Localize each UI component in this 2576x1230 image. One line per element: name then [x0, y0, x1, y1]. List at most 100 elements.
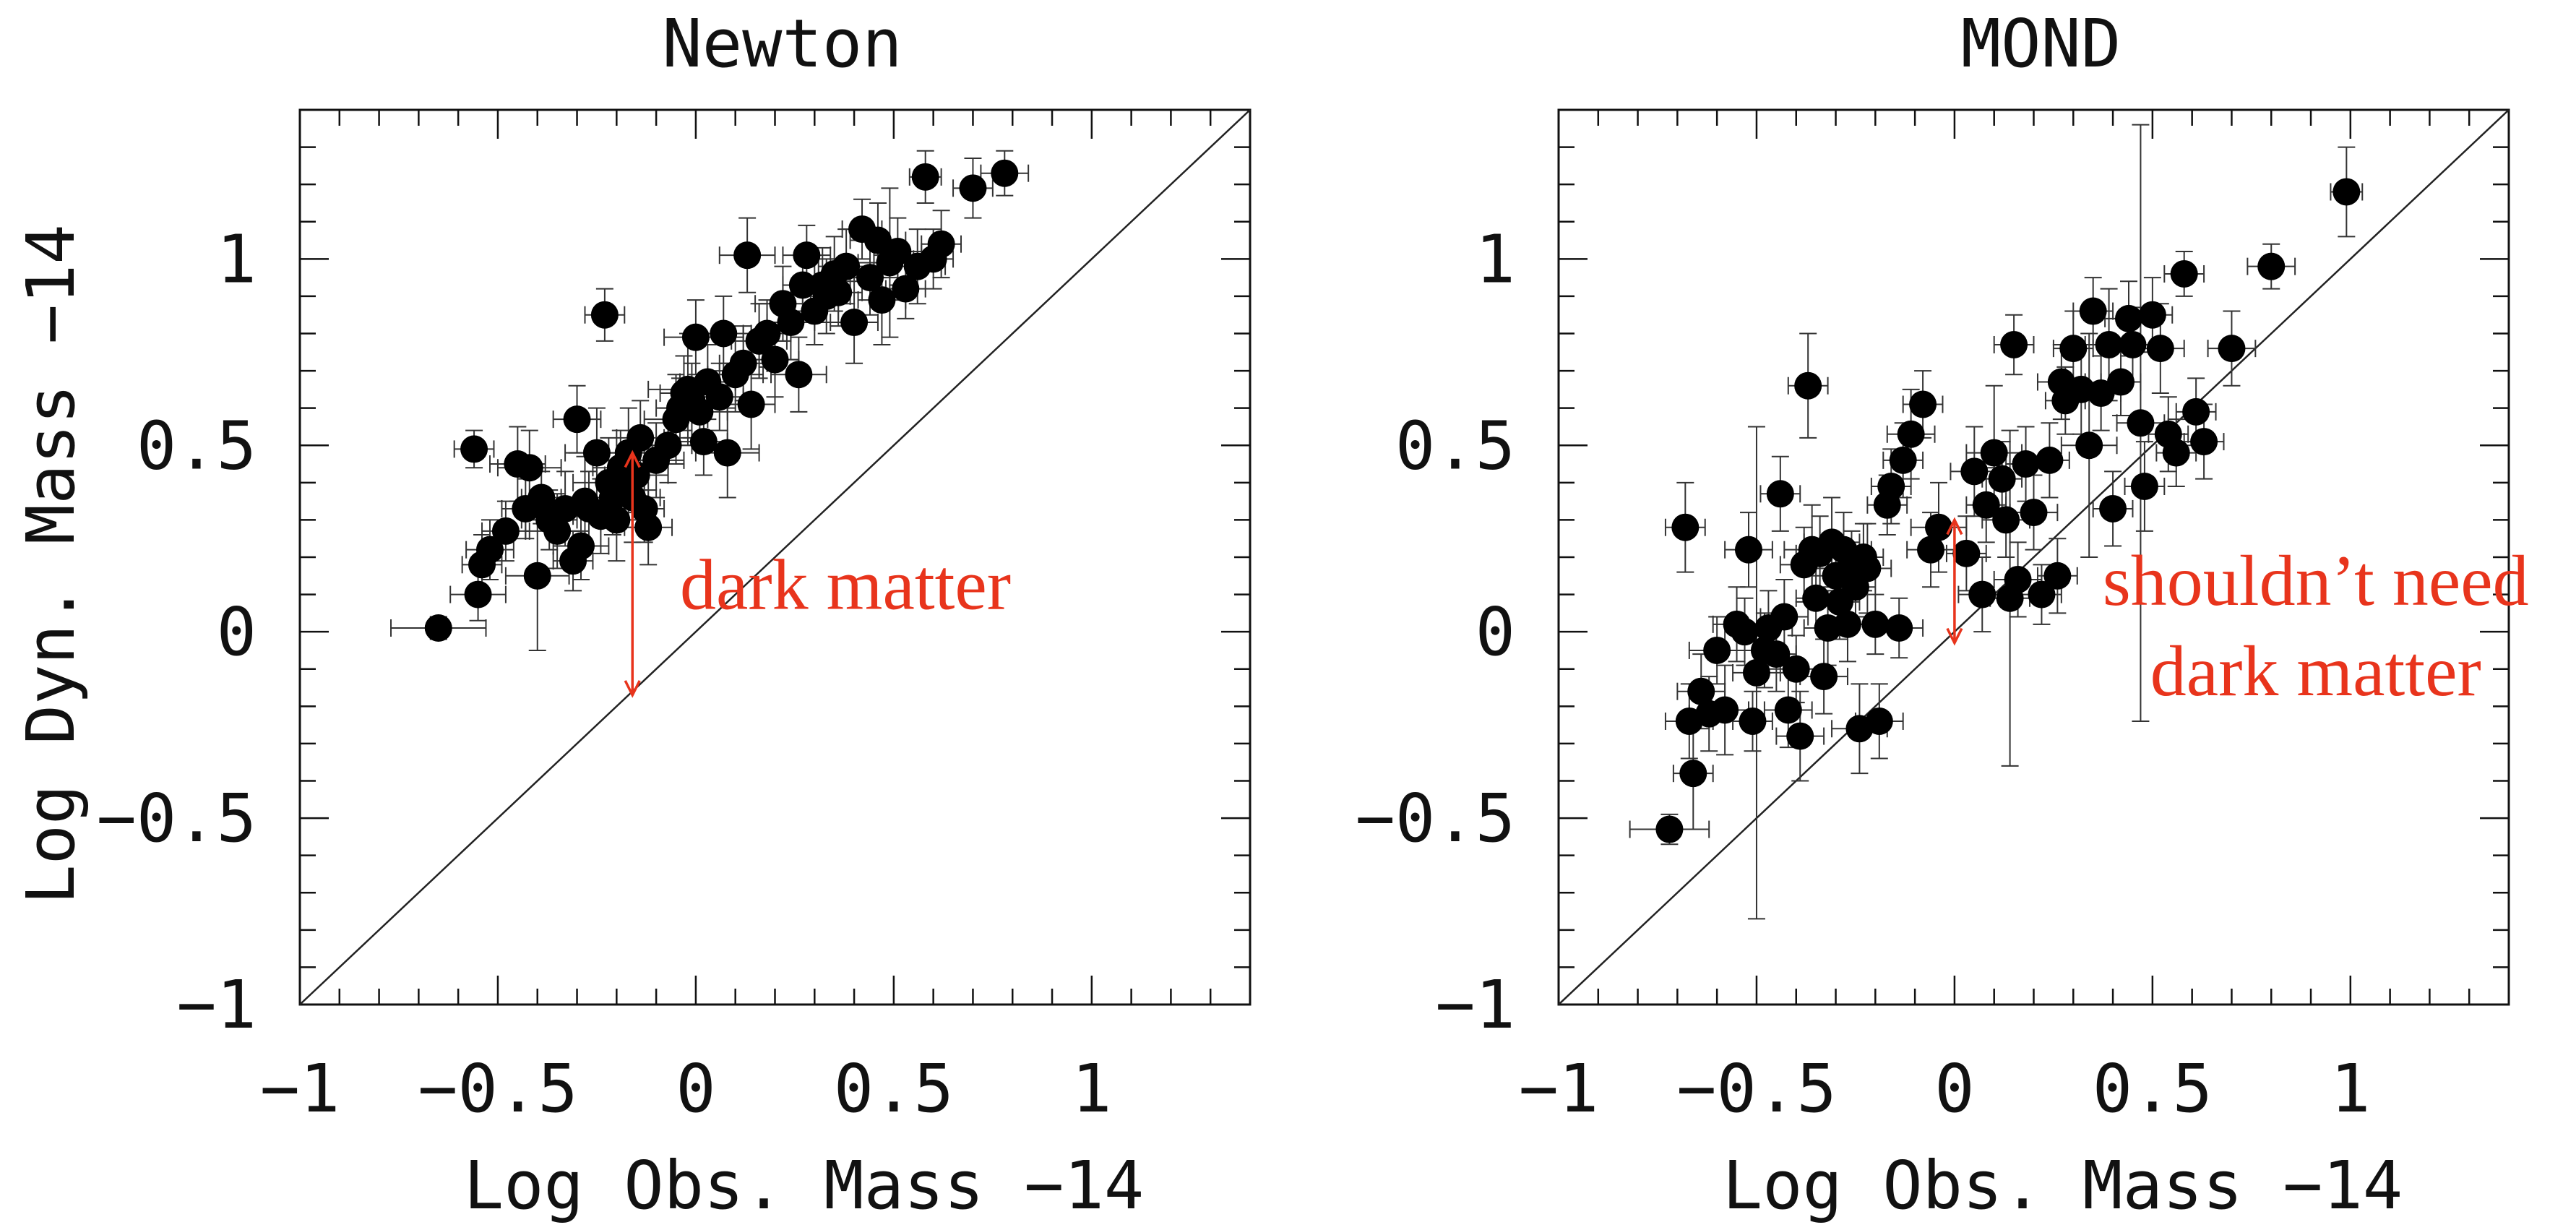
x-tick-label: −1 — [1519, 1050, 1599, 1127]
data-point — [1655, 815, 1684, 843]
data-point — [1972, 491, 2000, 519]
data-point — [2095, 330, 2123, 358]
data-point — [1782, 655, 1810, 683]
data-point — [543, 517, 572, 545]
data-point — [2099, 494, 2127, 522]
data-point — [2170, 259, 2198, 288]
data-point — [2119, 330, 2147, 358]
x-tick-label: −0.5 — [418, 1050, 578, 1127]
data-point — [911, 163, 939, 191]
x-tick-label: 0.5 — [834, 1050, 954, 1127]
data-point — [733, 241, 762, 270]
data-point — [1952, 539, 1981, 567]
data-point — [2036, 446, 2064, 474]
y-tick-label: −1 — [176, 966, 257, 1044]
data-point — [460, 435, 488, 463]
x-tick-label: 0 — [1934, 1050, 1974, 1127]
data-point — [1739, 707, 1767, 735]
y-tick-label: 1 — [1476, 220, 1515, 298]
x-axis-label: Log Obs. Mass −14 — [1723, 1147, 2403, 1224]
y-axis-label: Log Dyn. Mass −14 — [12, 224, 90, 905]
data-point — [634, 513, 663, 541]
one-to-one-line — [1558, 109, 2510, 1005]
data-point — [1917, 536, 1945, 564]
y-tick-label: 0.5 — [137, 407, 257, 484]
data-point — [1968, 580, 1996, 608]
data-point — [1679, 760, 1707, 788]
data-point — [1980, 439, 2008, 467]
data-point — [1810, 663, 1838, 691]
data-point — [1786, 722, 1814, 750]
data-point — [1885, 614, 1913, 642]
data-point — [567, 532, 595, 560]
y-tick-label: 1 — [217, 220, 257, 298]
data-point — [761, 345, 789, 374]
data-point — [2107, 368, 2135, 396]
data-point — [476, 536, 504, 564]
data-point — [424, 614, 452, 642]
data-point — [1960, 457, 1989, 486]
data-point — [1909, 390, 1937, 418]
y-tick-label: −0.5 — [96, 780, 257, 857]
data-point — [1794, 371, 1822, 400]
data-point — [1897, 420, 1925, 448]
data-point — [777, 309, 805, 337]
data-point — [2000, 330, 2028, 358]
data-point — [1988, 465, 2016, 493]
data-point — [626, 423, 655, 452]
data-point — [1865, 707, 1893, 735]
data-point — [788, 271, 817, 299]
data-point — [603, 506, 631, 534]
data-point — [1833, 610, 1861, 638]
data-point — [892, 275, 920, 303]
annotation-text: dark matter — [680, 544, 1011, 624]
data-point — [1774, 696, 1802, 724]
x-tick-label: −0.5 — [1676, 1050, 1837, 1127]
data-point — [2182, 397, 2210, 426]
data-point — [1877, 472, 1905, 500]
data-point — [1802, 584, 1830, 612]
annotation-text-line2: dark matter — [2150, 631, 2481, 711]
data-point — [785, 361, 813, 389]
data-point — [1711, 696, 1739, 724]
data-point — [681, 323, 710, 351]
data-point — [590, 301, 619, 329]
data-point — [884, 238, 912, 266]
data-point — [2079, 297, 2107, 325]
data-point — [2059, 335, 2088, 363]
data-point — [622, 461, 650, 489]
arrow-head-top — [1946, 517, 1963, 536]
y-tick-label: −0.5 — [1355, 780, 1515, 857]
data-point — [793, 241, 821, 270]
data-point — [1671, 513, 1700, 541]
data-point — [2020, 499, 2048, 527]
data-point — [1735, 536, 1762, 564]
data-point — [2004, 565, 2032, 593]
data-point — [959, 174, 987, 202]
data-point — [840, 309, 869, 337]
data-point — [491, 517, 520, 545]
data-point — [2162, 439, 2190, 467]
x-tick-label: 0.5 — [2093, 1050, 2213, 1127]
data-point — [2012, 450, 2040, 478]
data-point — [1889, 446, 1917, 474]
data-point — [2127, 409, 2155, 437]
data-point — [1992, 506, 2020, 534]
x-tick-label: 0 — [676, 1050, 715, 1127]
data-point — [2043, 562, 2072, 590]
data-point — [2257, 252, 2286, 280]
data-point — [2146, 335, 2174, 363]
data-point — [464, 580, 492, 608]
data-point — [737, 390, 765, 418]
data-point — [2332, 178, 2361, 206]
data-point — [1731, 618, 1759, 646]
data-point — [1687, 677, 1715, 705]
data-point — [1770, 603, 1799, 631]
x-tick-label: 1 — [2330, 1050, 2370, 1127]
data-point — [1853, 554, 1882, 582]
data-point — [2190, 428, 2218, 456]
data-point — [2218, 335, 2246, 363]
y-tick-label: 0 — [1476, 593, 1515, 671]
x-axis-label: Log Obs. Mass −14 — [464, 1147, 1145, 1224]
data-point — [2115, 304, 2142, 332]
